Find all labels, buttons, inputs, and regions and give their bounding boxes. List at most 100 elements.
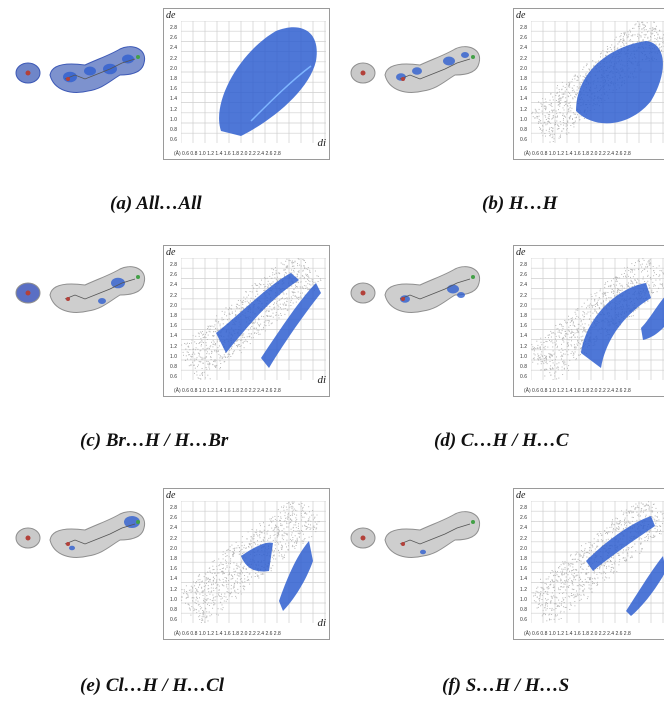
y-tick-label: 1.6 (170, 566, 177, 573)
y-tick-label: 2.8 (170, 262, 177, 268)
fingerprint-plot-e: de 2.8 2.6 2.4 2.2 2.0 1.8 1.6 1.4 1.2 1.0 0.8 0.6 di… (163, 488, 330, 640)
y-tick-label: 1.0 (170, 353, 177, 360)
y-tick-label: 2.6 (520, 35, 527, 42)
di-axis-label: di (317, 617, 326, 629)
y-tick-label: 2.2 (520, 535, 527, 542)
di-axis-label: di (317, 374, 326, 386)
y-tick-label: 2.2 (520, 292, 527, 299)
y-tick-label: 2.8 (520, 505, 527, 511)
y-tick-label: 1.0 (520, 353, 527, 360)
contact-region (219, 27, 317, 136)
y-tick-label: 1.4 (520, 96, 527, 103)
panel-caption-b: (b) H…H (482, 193, 558, 214)
y-tick-label: 2.8 (520, 262, 527, 268)
y-tick-label: 1.4 (170, 96, 177, 103)
molecule-surface (49, 511, 146, 558)
molecule-surface (49, 46, 146, 93)
y-tick-label: 1.4 (170, 333, 177, 340)
hirshfeld-surface-d (345, 255, 495, 330)
y-tick-label: 2.0 (520, 545, 527, 552)
y-tick-label: 2.0 (520, 65, 527, 72)
y-tick-label: 1.8 (170, 76, 177, 82)
y-tick-label: 2.6 (170, 515, 177, 522)
de-axis-label: de (516, 247, 526, 258)
y-tick-label: 2.8 (520, 25, 527, 31)
fingerprint-plot-a: de 2.8 2.6 2.4 2.2 2.0 1.8 1.6 1.4 1.2 1.0 0.8 0.6 di… (163, 8, 330, 160)
y-tick-label: 2.4 (520, 45, 527, 52)
y-tick-label: 2.4 (170, 45, 177, 52)
y-tick-label: 1.0 (170, 116, 177, 123)
y-tick-label: 0.6 (520, 374, 527, 381)
x-tick-labels: (Å) 0.6 0.8 1.0 1.2 1.4 1.6 1.8 2.0 2.2 … (524, 388, 631, 394)
molecule-surface (49, 266, 146, 313)
y-tick-label: 0.8 (170, 364, 177, 370)
y-tick-label: 1.8 (170, 556, 177, 562)
y-tick-label: 1.4 (520, 333, 527, 340)
y-tick-label: 0.6 (520, 617, 527, 624)
y-tick-label: 1.2 (170, 343, 177, 350)
y-tick-label: 0.8 (170, 127, 177, 133)
contact-region (216, 273, 321, 368)
y-tick-label: 2.2 (520, 55, 527, 62)
fingerprint-plot-d: de2.82.62.42.22.01.81.61.41.21.00.80.6di… (513, 245, 664, 397)
de-axis-label: de (166, 490, 176, 501)
y-tick-label: 0.8 (170, 607, 177, 613)
y-tick-label: 2.0 (170, 302, 177, 309)
contact-region (241, 541, 313, 611)
x-tick-labels: (Å) 0.6 0.8 1.0 1.2 1.4 1.6 1.8 2.0 2.2 … (174, 631, 281, 637)
fingerprint-plot-b: de2.82.62.42.22.01.81.61.41.21.00.80.6di… (513, 8, 664, 160)
fingerprint-plot-f: de2.82.62.42.22.01.81.61.41.21.00.80.6di… (513, 488, 664, 640)
panel-caption-f: (f) S…H / H…S (442, 675, 570, 696)
de-axis-label: de (516, 10, 526, 21)
y-tick-label: 2.6 (520, 515, 527, 522)
y-tick-label: 1.6 (170, 86, 177, 93)
hirshfeld-surface-b (345, 35, 495, 110)
y-tick-label: 1.0 (520, 596, 527, 603)
de-axis-label: de (516, 490, 526, 501)
y-tick-label: 1.8 (170, 313, 177, 319)
x-tick-labels: (Å) 0.6 0.8 1.0 1.2 1.4 1.6 1.8 2.0 2.2 … (524, 151, 631, 157)
plot-grid (181, 21, 326, 143)
hirshfeld-surface-a (10, 35, 160, 110)
y-tick-label: 0.8 (520, 364, 527, 370)
molecule-surface (384, 266, 481, 313)
y-tick-label: 1.2 (520, 586, 527, 593)
y-tick-label: 1.8 (520, 76, 527, 82)
panel-caption-e: (e) Cl…H / H…Cl (80, 675, 225, 696)
molecule-surface (384, 511, 481, 558)
panel-caption-a: (a) All…All (110, 193, 202, 214)
y-tick-label: 2.4 (170, 525, 177, 532)
contact-region (581, 283, 664, 368)
panel-caption-d: (d) C…H / H…C (434, 430, 569, 451)
panel-caption-c: (c) Br…H / H…Br (80, 430, 229, 451)
contact-region (576, 41, 663, 124)
y-tick-label: 1.6 (520, 323, 527, 330)
de-axis-label: de (166, 10, 176, 21)
y-tick-label: 2.4 (520, 282, 527, 289)
y-tick-label: 2.2 (170, 55, 177, 62)
hirshfeld-surface-f (345, 500, 495, 575)
hirshfeld-surface-e (10, 500, 160, 575)
plot-grid (531, 501, 664, 623)
contact-region (586, 516, 664, 616)
x-tick-labels: (Å) 0.6 0.8 1.0 1.2 1.4 1.6 1.8 2.0 2.2 … (174, 151, 281, 157)
fingerprint-plot-c: de 2.8 2.6 2.4 2.2 2.0 1.8 1.6 1.4 1.2 1.0 0.8 0.6 di… (163, 245, 330, 397)
y-tick-label: 1.2 (520, 343, 527, 350)
y-tick-label: 0.6 (170, 137, 177, 144)
y-tick-label: 1.0 (520, 116, 527, 123)
y-tick-label: 1.6 (520, 566, 527, 573)
y-tick-label: 2.0 (170, 65, 177, 72)
y-tick-label: 0.6 (520, 137, 527, 144)
y-tick-label: 2.2 (170, 535, 177, 542)
y-tick-label: 1.2 (520, 106, 527, 113)
y-tick-label: 2.2 (170, 292, 177, 299)
y-tick-label: 2.6 (170, 272, 177, 279)
y-tick-label: 1.4 (170, 576, 177, 583)
y-tick-label: 1.0 (170, 596, 177, 603)
y-tick-label: 1.6 (170, 323, 177, 330)
y-tick-label: 1.8 (520, 556, 527, 562)
y-tick-label: 0.8 (520, 127, 527, 133)
y-tick-label: 2.6 (170, 35, 177, 42)
de-axis-label: de (166, 247, 176, 258)
plot-grid (181, 501, 326, 623)
